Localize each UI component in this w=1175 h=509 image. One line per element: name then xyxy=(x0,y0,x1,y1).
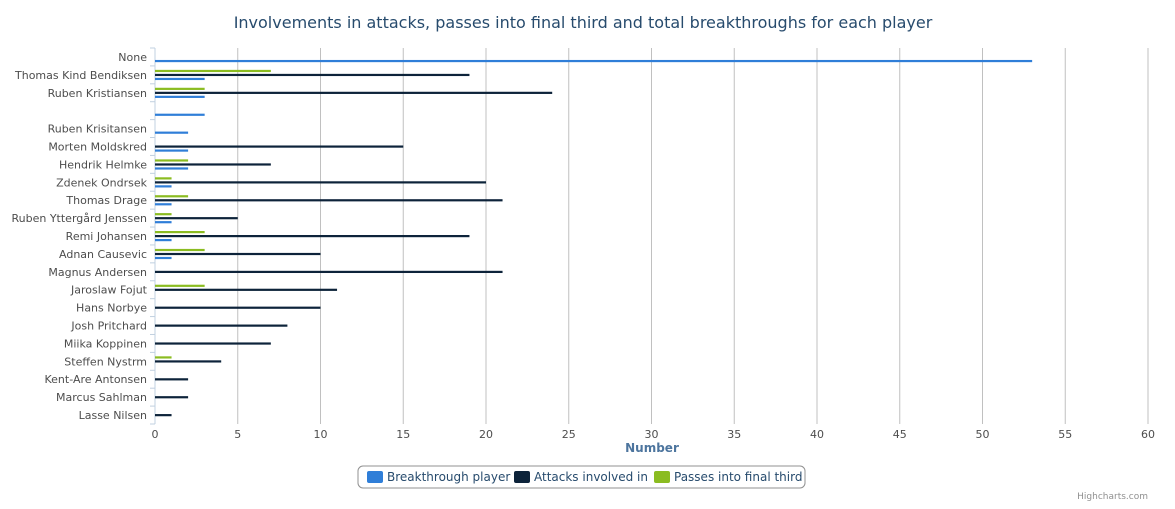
x-tick-label: 60 xyxy=(1141,428,1155,441)
legend-label[interactable]: Breakthrough player xyxy=(387,470,510,484)
category-label: Thomas Drage xyxy=(65,194,147,207)
x-tick-label: 5 xyxy=(234,428,241,441)
category-label: Kent-Are Antonsen xyxy=(45,373,148,386)
bar[interactable] xyxy=(155,252,321,256)
category-label: Steffen Nystrm xyxy=(64,355,147,368)
category-label: Magnus Andersen xyxy=(48,266,147,279)
category-label: Jaroslaw Fojut xyxy=(70,284,148,297)
bar[interactable] xyxy=(155,145,404,148)
category-label: Hendrik Helmke xyxy=(59,158,147,171)
x-tick-label: 55 xyxy=(1058,428,1072,441)
bar[interactable] xyxy=(155,149,189,152)
category-label: Marcus Sahlman xyxy=(56,391,147,404)
bar[interactable] xyxy=(155,69,271,73)
bar[interactable] xyxy=(155,284,205,287)
bar[interactable] xyxy=(155,378,189,381)
bar[interactable] xyxy=(155,73,470,77)
x-tick-label: 35 xyxy=(727,428,741,441)
category-label: Ruben Kristiansen xyxy=(48,87,147,100)
legend-label[interactable]: Passes into final third xyxy=(674,470,802,484)
x-tick-label: 50 xyxy=(976,428,990,441)
x-axis-ticks: 0 5 10 15 20 25 30 35 40 45 50 55 60 xyxy=(152,428,1156,441)
bar[interactable] xyxy=(155,288,338,291)
bar[interactable] xyxy=(155,87,205,90)
bar[interactable] xyxy=(155,221,172,224)
bar[interactable] xyxy=(155,167,189,170)
category-label: Lasse Nilsen xyxy=(79,409,147,422)
bar[interactable] xyxy=(155,95,205,98)
category-label: Morten Moldskred xyxy=(48,140,147,153)
bar[interactable] xyxy=(155,59,1033,63)
category-label: Miika Koppinen xyxy=(64,337,147,350)
bar[interactable] xyxy=(155,396,189,399)
legend[interactable]: Breakthrough player Attacks involved in Pa… xyxy=(357,465,806,489)
x-tick-label: 40 xyxy=(810,428,824,441)
legend-swatch[interactable] xyxy=(654,471,670,483)
bar[interactable] xyxy=(155,235,470,238)
bar[interactable] xyxy=(155,217,238,220)
bar[interactable] xyxy=(155,256,172,260)
bar[interactable] xyxy=(155,181,486,184)
category-label: Hans Norbye xyxy=(76,302,147,315)
category-label: Ruben Yttergård Jenssen xyxy=(12,212,148,225)
bar[interactable] xyxy=(155,248,205,252)
bar[interactable] xyxy=(155,113,205,116)
bar[interactable] xyxy=(155,414,172,417)
bar[interactable] xyxy=(155,159,189,162)
bar[interactable] xyxy=(155,185,172,188)
bar[interactable] xyxy=(155,231,205,234)
bar[interactable] xyxy=(155,77,205,81)
category-label: Ruben Krisitansen xyxy=(48,123,147,136)
bar[interactable] xyxy=(155,203,172,206)
category-label: Thomas Kind Bendiksen xyxy=(14,69,147,82)
bar[interactable] xyxy=(155,270,503,274)
category-label: Zdenek Ondrsek xyxy=(56,176,148,189)
bar[interactable] xyxy=(155,163,271,166)
x-tick-label: 45 xyxy=(893,428,907,441)
x-tick-label: 20 xyxy=(479,428,493,441)
category-label: Remi Johansen xyxy=(66,230,147,243)
bar[interactable] xyxy=(155,213,172,216)
legend-swatch[interactable] xyxy=(514,471,530,483)
bar[interactable] xyxy=(155,177,172,180)
legend-label[interactable]: Attacks involved in xyxy=(534,470,648,484)
bar[interactable] xyxy=(155,239,172,242)
category-label: Josh Pritchard xyxy=(70,320,147,333)
bar[interactable] xyxy=(155,360,222,363)
x-tick-label: 10 xyxy=(314,428,328,441)
x-tick-label: 15 xyxy=(396,428,410,441)
bars xyxy=(155,59,1033,417)
category-label: None xyxy=(118,51,147,64)
bar[interactable] xyxy=(155,199,503,202)
bar[interactable] xyxy=(155,342,271,345)
bar[interactable] xyxy=(155,131,189,134)
category-label: Adnan Causevic xyxy=(59,248,147,261)
x-tick-label: 30 xyxy=(645,428,659,441)
legend-box xyxy=(357,465,806,489)
bar[interactable] xyxy=(155,91,553,94)
bar[interactable] xyxy=(155,306,321,309)
chart-title: Involvements in attacks, passes into fin… xyxy=(234,13,933,32)
bar[interactable] xyxy=(155,324,288,327)
category-labels: None Thomas Kind Bendiksen Ruben Kristians… xyxy=(12,51,148,422)
credits[interactable]: Highcharts.com xyxy=(1077,492,1148,502)
bar[interactable] xyxy=(155,195,189,198)
legend-swatch[interactable] xyxy=(367,471,383,483)
x-axis-title: Number xyxy=(625,441,679,455)
x-tick-label: 25 xyxy=(562,428,576,441)
x-tick-label: 0 xyxy=(152,428,159,441)
bar[interactable] xyxy=(155,356,172,359)
